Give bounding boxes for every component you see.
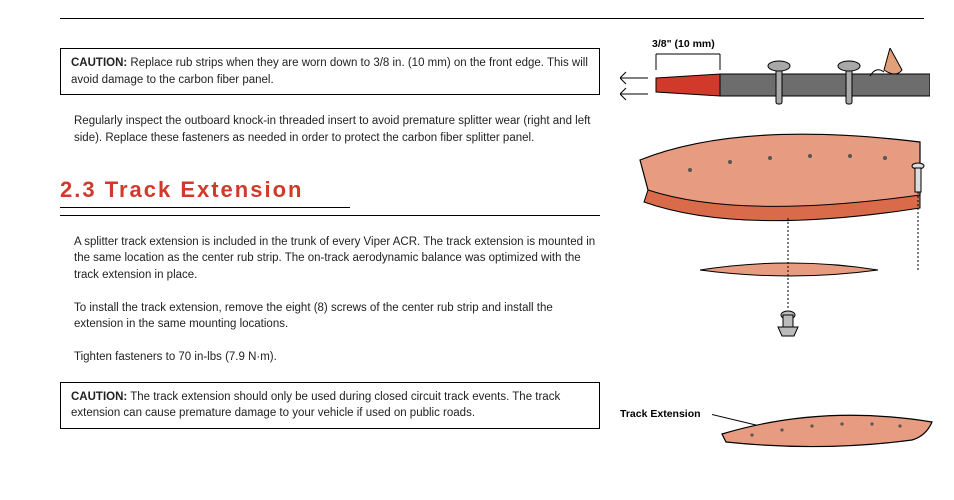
bar-body xyxy=(720,74,930,96)
paragraph-install: To install the track extension, remove t… xyxy=(60,300,600,333)
heading-underline-short xyxy=(60,207,350,208)
left-column: CAUTION: Replace rub strips when they ar… xyxy=(60,20,600,470)
page-top-rule xyxy=(60,18,924,19)
page: CAUTION: Replace rub strips when they ar… xyxy=(0,0,954,500)
caution-2-text: The track extension should only be used … xyxy=(71,391,560,420)
section-number: 2.3 xyxy=(60,177,97,202)
gap-arrows-icon xyxy=(620,72,648,100)
section-title: Track Extension xyxy=(105,177,304,202)
paragraph-inspect: Regularly inspect the outboard knock-in … xyxy=(60,113,600,146)
right-column: 3/8" (10 mm) xyxy=(620,20,924,470)
dimension-bracket-icon xyxy=(656,54,720,70)
callout-leader-line xyxy=(712,414,760,426)
callout-track-extension: Track Extension xyxy=(620,408,701,420)
paragraph-torque: Tighten fasteners to 70 in-lbs (7.9 N·m)… xyxy=(60,349,600,366)
section-heading: 2.3 Track Extension xyxy=(60,177,600,205)
caution-1-text: Replace rub strips when they are worn do… xyxy=(71,57,588,86)
track-extension-body xyxy=(722,415,932,446)
illustration-track-extension xyxy=(712,400,942,460)
caution-box-1: CAUTION: Replace rub strips when they ar… xyxy=(60,48,600,95)
red-wedge xyxy=(656,74,720,96)
caution-box-2: CAUTION: The track extension should only… xyxy=(60,382,600,429)
caution-2-label: CAUTION: xyxy=(71,391,127,403)
caution-1-label: CAUTION: xyxy=(71,57,127,69)
section-heading-wrap: 2.3 Track Extension xyxy=(60,177,600,205)
paragraph-intro: A splitter track extension is included i… xyxy=(60,234,600,284)
illustration-rub-strip xyxy=(620,48,930,118)
insert-nut-icon xyxy=(778,311,798,336)
tool-icon xyxy=(870,48,902,76)
heading-underline xyxy=(60,215,600,216)
detached-rub-strip xyxy=(700,263,878,276)
illustration-splitter-exploded xyxy=(620,120,930,350)
